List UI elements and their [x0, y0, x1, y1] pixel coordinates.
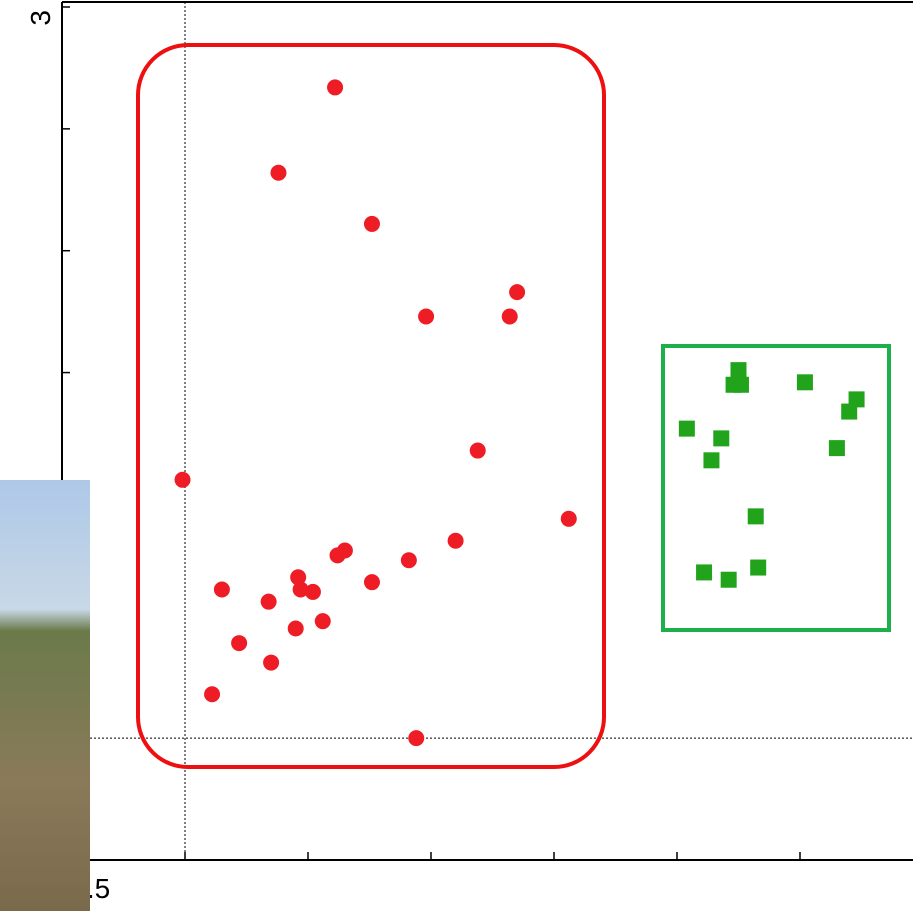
point	[730, 362, 747, 379]
point	[304, 583, 321, 600]
point	[174, 471, 191, 488]
point	[696, 564, 713, 581]
point	[509, 284, 526, 301]
y-tick-label: 3	[25, 10, 56, 26]
point	[400, 552, 417, 569]
point	[713, 430, 730, 447]
point	[469, 442, 486, 459]
point	[560, 510, 577, 527]
point	[329, 547, 346, 564]
point	[732, 376, 749, 393]
point	[418, 308, 435, 325]
point	[720, 571, 737, 588]
point	[314, 613, 331, 630]
point	[848, 391, 865, 408]
point	[292, 581, 309, 598]
point	[447, 532, 464, 549]
point	[501, 308, 518, 325]
green-group-outline	[661, 344, 891, 632]
point	[231, 635, 248, 652]
point	[750, 559, 767, 576]
point	[747, 508, 764, 525]
point	[678, 420, 695, 437]
point	[796, 374, 813, 391]
point	[703, 452, 720, 469]
point	[408, 730, 425, 747]
point	[841, 403, 858, 420]
point	[327, 79, 344, 96]
point	[828, 440, 845, 457]
point	[213, 581, 230, 598]
point	[270, 164, 287, 181]
point	[290, 569, 307, 586]
point	[363, 574, 380, 591]
point	[287, 620, 304, 637]
photo-overlay	[0, 480, 90, 911]
point	[260, 593, 277, 610]
point	[263, 654, 280, 671]
point	[363, 215, 380, 232]
point	[204, 686, 221, 703]
red-group-outline	[136, 43, 606, 769]
